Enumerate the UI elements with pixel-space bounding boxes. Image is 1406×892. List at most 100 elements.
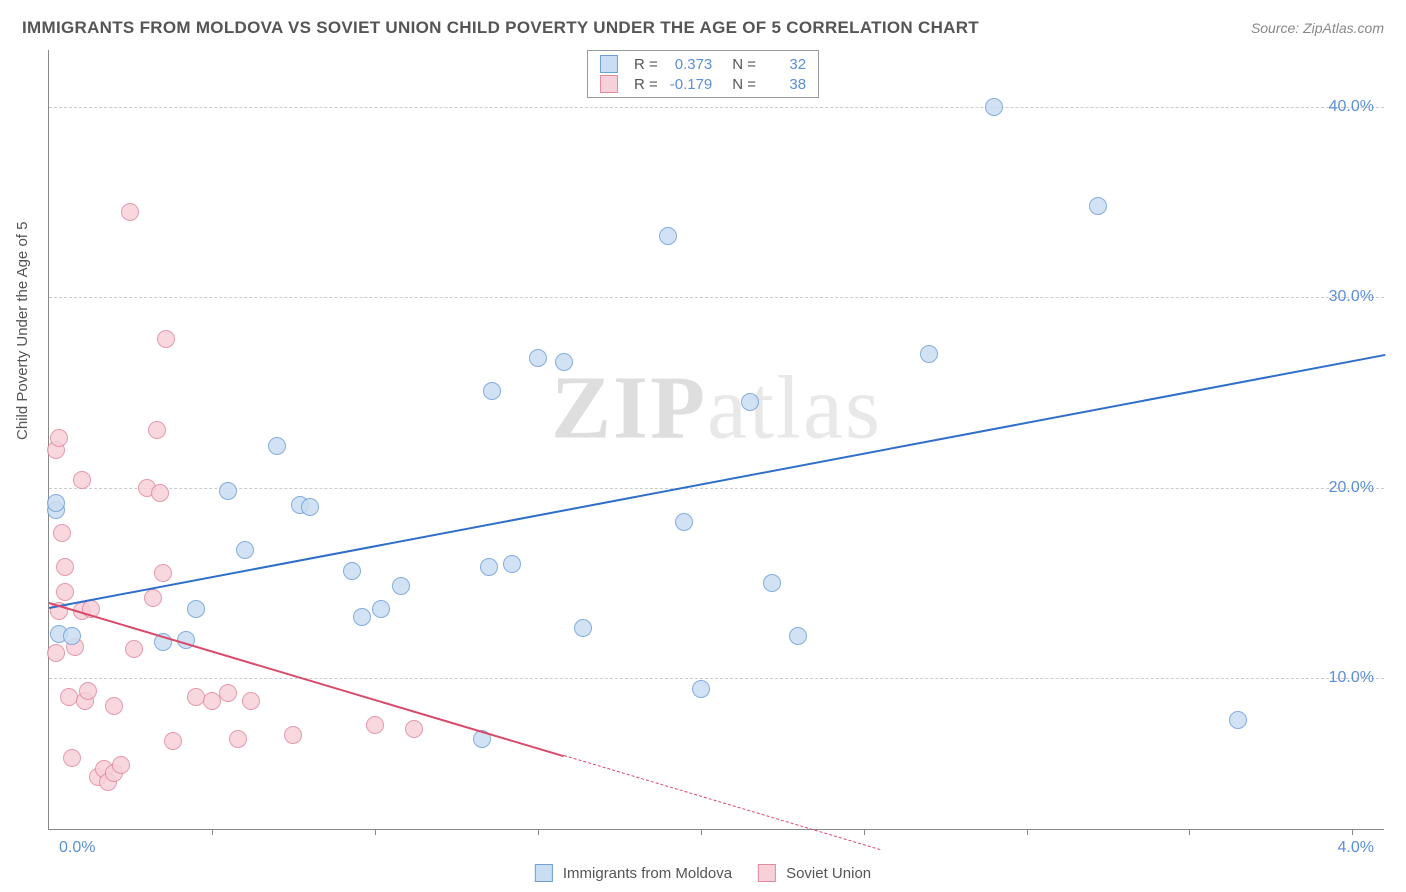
- data-point: [203, 692, 221, 710]
- data-point: [219, 482, 237, 500]
- data-point: [763, 574, 781, 592]
- data-point: [392, 577, 410, 595]
- trend-line: [49, 354, 1385, 609]
- y-tick-label: 10.0%: [1329, 669, 1374, 687]
- x-tick-mark: [375, 829, 376, 835]
- x-tick-mark: [864, 829, 865, 835]
- x-tick-mark: [1352, 829, 1353, 835]
- data-point: [343, 562, 361, 580]
- legend-swatch-bottom-1: [535, 864, 553, 882]
- data-point: [789, 627, 807, 645]
- data-point: [353, 608, 371, 626]
- data-point: [79, 682, 97, 700]
- data-point: [112, 756, 130, 774]
- data-point: [741, 393, 759, 411]
- data-point: [229, 730, 247, 748]
- data-point: [529, 349, 547, 367]
- x-tick-mark: [538, 829, 539, 835]
- r-value-1: 0.373: [664, 54, 719, 74]
- y-axis-label: Child Poverty Under the Age of 5: [14, 222, 31, 440]
- gridline: [49, 488, 1384, 489]
- data-point: [187, 600, 205, 618]
- legend-label-1: Immigrants from Moldova: [563, 865, 732, 882]
- data-point: [125, 640, 143, 658]
- r-label: R =: [628, 54, 664, 74]
- series-legend: Immigrants from Moldova Soviet Union: [535, 864, 871, 882]
- data-point: [692, 680, 710, 698]
- x-tick-mark: [701, 829, 702, 835]
- data-point: [284, 726, 302, 744]
- data-point: [574, 619, 592, 637]
- data-point: [63, 627, 81, 645]
- data-point: [985, 98, 1003, 116]
- data-point: [144, 589, 162, 607]
- data-point: [157, 330, 175, 348]
- x-tick-label: 4.0%: [1338, 839, 1374, 857]
- data-point: [555, 353, 573, 371]
- y-tick-label: 20.0%: [1329, 479, 1374, 497]
- y-tick-label: 40.0%: [1329, 98, 1374, 116]
- x-tick-mark: [1027, 829, 1028, 835]
- data-point: [920, 345, 938, 363]
- chart-title: IMMIGRANTS FROM MOLDOVA VS SOVIET UNION …: [22, 18, 979, 38]
- data-point: [1089, 197, 1107, 215]
- legend-swatch-bottom-2: [758, 864, 776, 882]
- legend-label-2: Soviet Union: [786, 865, 871, 882]
- data-point: [187, 688, 205, 706]
- data-point: [53, 524, 71, 542]
- data-point: [47, 494, 65, 512]
- data-point: [73, 471, 91, 489]
- data-point: [236, 541, 254, 559]
- data-point: [301, 498, 319, 516]
- n-label: N =: [718, 54, 762, 74]
- data-point: [366, 716, 384, 734]
- data-point: [675, 513, 693, 531]
- legend-item-1: Immigrants from Moldova: [535, 864, 732, 882]
- data-point: [1229, 711, 1247, 729]
- data-point: [148, 421, 166, 439]
- watermark-bold: ZIP: [551, 359, 707, 458]
- correlation-legend: R = 0.373 N = 32 R = -0.179 N = 38: [587, 50, 819, 98]
- legend-row-series-2: R = -0.179 N = 38: [594, 74, 812, 94]
- legend-row-series-1: R = 0.373 N = 32: [594, 54, 812, 74]
- data-point: [154, 564, 172, 582]
- data-point: [151, 484, 169, 502]
- gridline: [49, 678, 1384, 679]
- data-point: [50, 429, 68, 447]
- source-attribution: Source: ZipAtlas.com: [1251, 20, 1384, 36]
- data-point: [121, 203, 139, 221]
- x-tick-mark: [1189, 829, 1190, 835]
- data-point: [503, 555, 521, 573]
- data-point: [268, 437, 286, 455]
- gridline: [49, 297, 1384, 298]
- watermark: ZIPatlas: [551, 357, 882, 460]
- legend-swatch-1: [600, 55, 618, 73]
- watermark-light: atlas: [707, 359, 882, 458]
- data-point: [164, 732, 182, 750]
- trend-line: [49, 602, 564, 757]
- data-point: [56, 583, 74, 601]
- data-point: [63, 749, 81, 767]
- x-tick-label: 0.0%: [59, 839, 95, 857]
- x-tick-mark: [212, 829, 213, 835]
- y-tick-label: 30.0%: [1329, 288, 1374, 306]
- data-point: [219, 684, 237, 702]
- legend-item-2: Soviet Union: [758, 864, 871, 882]
- data-point: [47, 644, 65, 662]
- trend-line-extrapolated: [564, 755, 880, 850]
- n-label: N =: [718, 74, 762, 94]
- n-value-2: 38: [762, 74, 812, 94]
- data-point: [405, 720, 423, 738]
- data-point: [480, 558, 498, 576]
- data-point: [372, 600, 390, 618]
- n-value-1: 32: [762, 54, 812, 74]
- data-point: [242, 692, 260, 710]
- data-point: [483, 382, 501, 400]
- data-point: [659, 227, 677, 245]
- r-value-2: -0.179: [664, 74, 719, 94]
- data-point: [105, 697, 123, 715]
- legend-swatch-2: [600, 75, 618, 93]
- plot-area: ZIPatlas 10.0%20.0%30.0%40.0%0.0%4.0%: [48, 50, 1384, 830]
- data-point: [56, 558, 74, 576]
- gridline: [49, 107, 1384, 108]
